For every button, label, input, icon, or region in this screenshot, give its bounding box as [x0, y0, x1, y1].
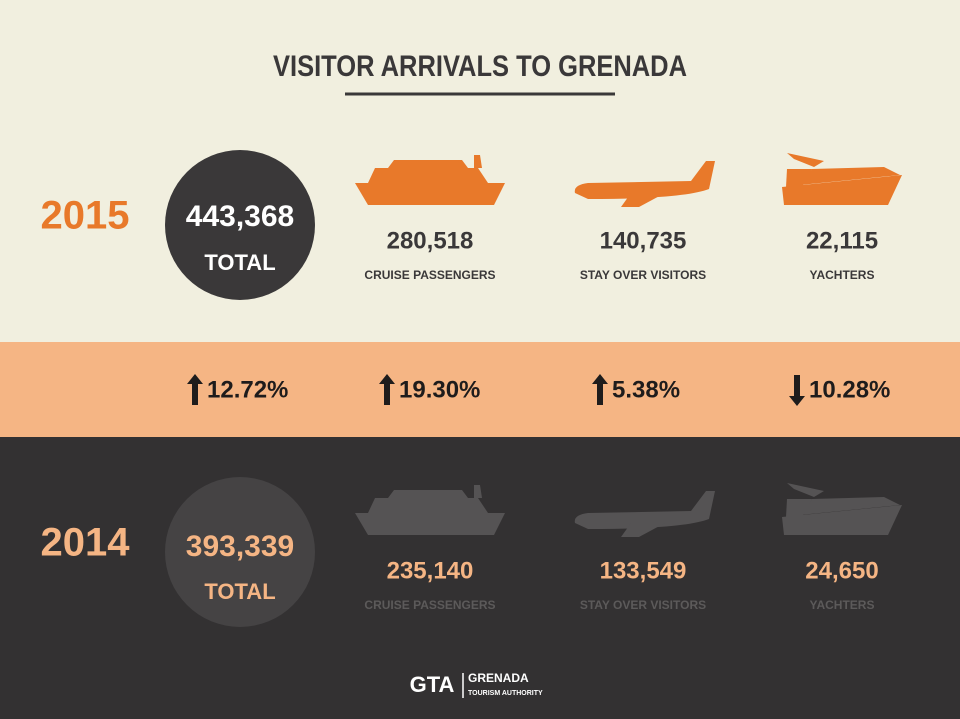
label: YACHTERS: [810, 598, 875, 612]
year: 2015: [41, 194, 130, 238]
changes: 12.72% 19.30% 5.38% 10.28%: [187, 374, 890, 406]
value: 235,140: [387, 557, 474, 584]
label: CRUISE PASSENGERS: [364, 598, 495, 612]
label: YACHTERS: [810, 268, 875, 282]
value: 22,115: [806, 227, 878, 254]
label: CRUISE PASSENGERS: [364, 268, 495, 282]
change-arrow: [187, 374, 203, 405]
total-label: TOTAL: [204, 250, 275, 275]
change-percent: 19.30%: [399, 376, 480, 403]
total-label: TOTAL: [204, 579, 275, 604]
logo-name: GRENADA: [468, 671, 529, 685]
bottom-band: [0, 437, 960, 719]
change-percent: 10.28%: [809, 376, 890, 403]
value: 24,650: [805, 557, 878, 584]
change-arrow: [592, 374, 608, 405]
change-arrow: [379, 374, 395, 405]
change-percent: 12.72%: [207, 376, 288, 403]
row-2014: 2014 393,339 TOTAL 235,140 CRUISE PASSEN…: [41, 477, 902, 627]
value: 133,549: [600, 557, 687, 584]
value: 140,735: [600, 227, 687, 254]
footer-logo: GTA GRENADA TOURISM AUTHORITY: [410, 671, 543, 698]
total-circle: [165, 150, 315, 300]
logo: GTA: [410, 672, 455, 697]
total: 443,368: [186, 200, 294, 233]
title: VISITOR ARRIVALS TO GRENADA: [273, 49, 687, 82]
label: STAY OVER VISITORS: [580, 268, 706, 282]
total-circle: [165, 477, 315, 627]
change-arrow: [789, 375, 805, 406]
logo-subtitle: TOURISM AUTHORITY: [468, 690, 543, 697]
label: STAY OVER VISITORS: [580, 598, 706, 612]
year: 2014: [41, 521, 131, 565]
change-percent: 5.38%: [612, 376, 680, 403]
value: 280,518: [387, 227, 474, 254]
row-2015: 2015 443,368 TOTAL 280,518 CRUISE PASSEN…: [41, 150, 902, 300]
total: 393,339: [186, 530, 294, 563]
